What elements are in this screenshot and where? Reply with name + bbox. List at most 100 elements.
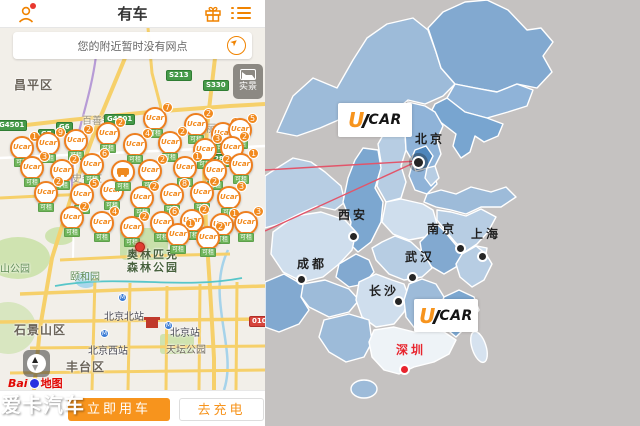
pin-count-badge: 2 [209,176,220,187]
ucar-mini-logo: Ucar [122,223,141,231]
connector-line [265,160,419,171]
pin-count-badge: 3 [212,133,223,144]
current-location-dot [135,242,145,252]
ucar-mini-logo: Ucar [22,163,41,171]
china-provinces [265,0,554,399]
baidu-map-view[interactable]: 昌平区百善镇高丽营镇史各庄香山公园颐和园奥林匹克森林公园北京北站北京站北京西站天… [0,28,265,390]
pin-count-badge: 2 [53,176,64,187]
ucar-mini-logo: Ucar [12,143,31,151]
pin-count-badge: 1 [185,218,196,229]
ucar-mini-logo: Ucar [231,160,250,168]
ucar-mini-logo: Ucar [222,143,241,151]
profile-icon[interactable] [16,3,36,24]
menu-list-icon[interactable] [231,4,251,24]
city-label-南京: 南京 [427,222,458,236]
road-badge: 010 [249,316,265,327]
streetview-button[interactable]: 实景 [233,64,263,99]
city-label-深圳: 深圳 [396,343,427,357]
city-dot-北京 [413,157,423,167]
road-badge: S330 [203,80,229,91]
ucar-mini-logo: Ucar [160,138,179,146]
map-label: 丰台区 [66,360,106,374]
city-dot-武汉 [408,273,416,281]
ucar-mini-logo: Ucar [219,193,238,201]
station-pin[interactable]: Ucar 可租 2 [196,221,226,257]
ucar-mini-logo: Ucar [145,114,164,122]
pin-count-badge: 2 [149,181,160,192]
map-label: 北京站 [170,328,200,339]
map-label: 香山公园 [0,264,30,275]
phone-app: 有车 [0,0,265,426]
map-label: 天坛公园 [166,345,206,356]
station-pin[interactable]: Ucar可租8 [160,178,190,214]
gift-icon[interactable] [203,4,223,24]
pin-status-tag: 可租 [199,248,217,257]
connector-line [265,160,419,232]
ucar-mini-logo: Ucar [186,120,205,128]
pin-status-tag: 可租 [169,245,187,254]
pin-count-badge: 2 [177,126,188,137]
city-label-西安: 西安 [338,208,369,222]
baidu-map-text: 地图 [40,377,63,390]
ucar-mini-logo: Ucar [140,166,159,174]
app-header: 有车 [0,0,265,28]
notice-banner: 您的附近暂时没有网点 [13,32,252,59]
pin-count-badge: 2 [215,221,226,232]
locate-me-button[interactable] [227,36,246,55]
city-label-上海: 上海 [471,227,502,241]
map-label: 北京北站 [104,312,144,323]
ucar-mini-logo: Ucar [62,213,81,221]
ucar-car: CAR [368,112,402,128]
map-label: 森林公园 [127,261,179,274]
station-pin[interactable]: Ucar 可租 4 [90,206,120,242]
city-dot-成都 [297,275,305,283]
station-pin[interactable]: Ucar 可租 7 [143,102,173,138]
ucar-mini-logo: Ucar [198,233,217,241]
pin-count-badge: 2 [115,117,126,128]
app-title: 有车 [117,5,148,23]
use-car-now-button[interactable]: 立即用车 [68,398,170,421]
station-pin[interactable]: Ucar 可租 4 [123,128,153,164]
pin-status-tag: 可租 [126,155,144,164]
ucar-u: U [419,303,436,328]
ucar-mini-logo: Ucar [230,125,249,133]
pin-status-tag: 可租 [63,228,81,237]
notification-dot [30,3,36,9]
city-label-成都: 成都 [297,257,328,271]
ucar-mini-logo: Ucar [175,163,194,171]
pin-count-badge: 9 [55,127,66,138]
compass-button[interactable] [23,350,50,377]
pin-count-badge: 5 [89,178,100,189]
go-charge-button[interactable]: 去充电 [179,398,264,421]
pin-status-tag: 可租 [237,233,255,242]
baidu-wordmark: Bai [8,376,28,390]
pin-count-badge: 2 [83,124,94,135]
baidu-paw-icon [28,377,40,389]
pin-count-badge: 2 [199,204,210,215]
ucar-mini-logo: Ucar [192,188,211,196]
pin-count-badge: 4 [142,128,153,139]
ucar-logo-top: U CAR [338,103,412,137]
road-badge: G4501 [0,120,28,131]
ucar-mini-logo: Ucar [36,188,55,196]
map-label: 百善镇 [82,116,112,127]
